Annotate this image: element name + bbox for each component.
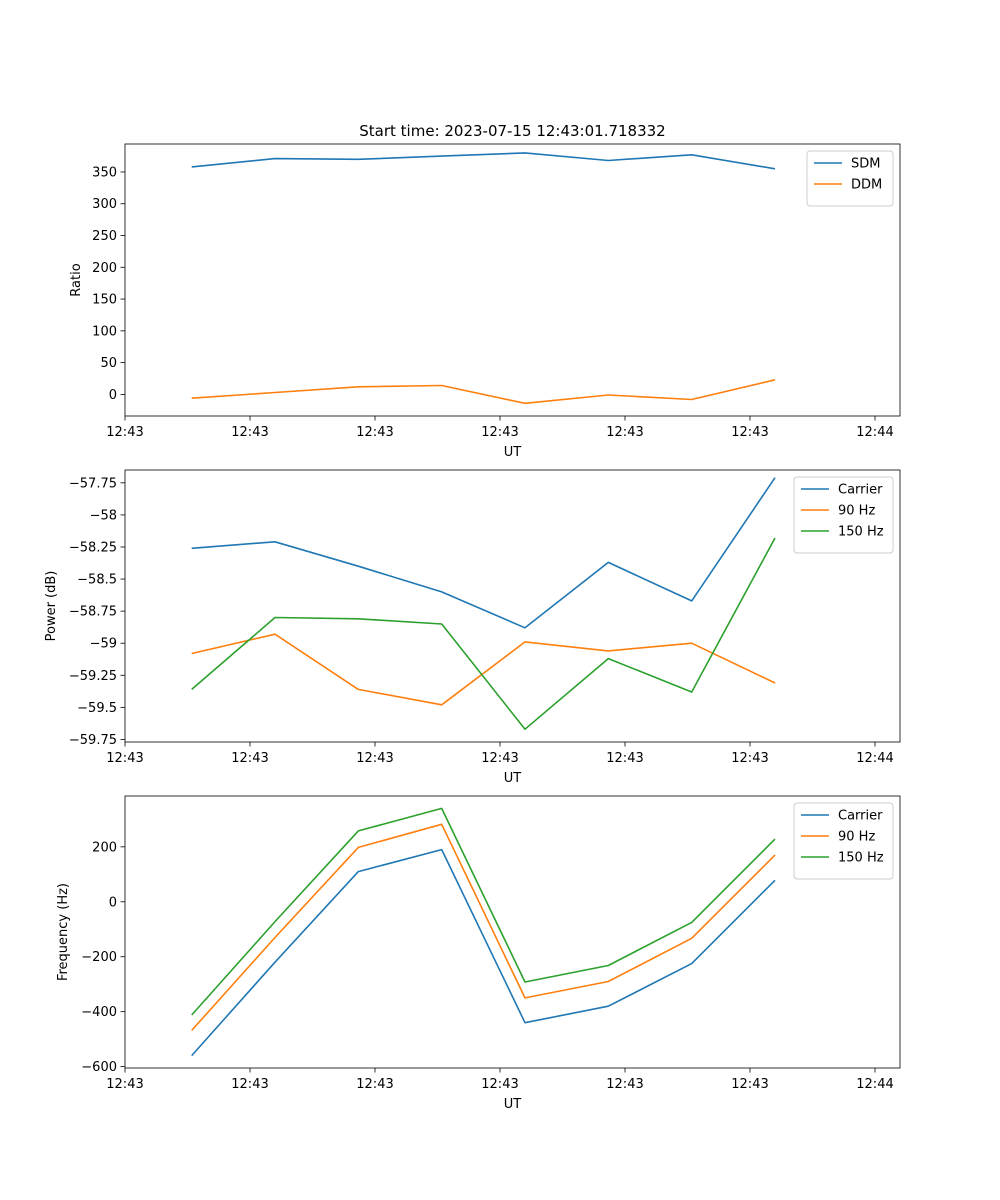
- axes-frame: [124, 143, 901, 417]
- y-tick-label: −200: [81, 950, 117, 965]
- x-axis-label: UT: [504, 771, 522, 786]
- y-tick-label: −59: [90, 637, 117, 652]
- x-tick-label: 12:43: [481, 425, 518, 440]
- series-line-90-hz: [191, 823, 776, 1031]
- x-tick-label: 12:43: [231, 1077, 268, 1092]
- y-axis-label: Ratio: [69, 263, 84, 296]
- x-tick-label: 12:43: [606, 425, 643, 440]
- chart-title: Start time: 2023-07-15 12:43:01.718332: [359, 122, 665, 140]
- y-tick-label: −600: [81, 1060, 117, 1075]
- y-tick-label: 150: [92, 293, 117, 308]
- x-tick-label: 12:44: [856, 1077, 893, 1092]
- x-tick-label: 12:43: [731, 1077, 768, 1092]
- legend-label: 90 Hz: [838, 830, 875, 845]
- series-line-ddm: [191, 379, 776, 405]
- axes-frame: [124, 795, 901, 1069]
- legend-label: Carrier: [838, 483, 883, 498]
- legend-box: [793, 476, 894, 554]
- y-tick-label: −59.25: [69, 669, 117, 684]
- y-tick-label: −400: [81, 1005, 117, 1020]
- y-tick-label: −59.75: [69, 733, 117, 748]
- x-tick-label: 12:43: [606, 1077, 643, 1092]
- x-tick-label: 12:43: [481, 1077, 518, 1092]
- series-line-carrier: [191, 477, 776, 629]
- y-tick-label: 50: [100, 356, 117, 371]
- y-tick-label: 0: [109, 388, 117, 403]
- axes-frame: [124, 469, 901, 743]
- legend: SDM DDM: [806, 150, 894, 207]
- y-axis-label: Frequency (Hz): [56, 883, 71, 981]
- series-line-sdm: [191, 152, 776, 170]
- legend-label: SDM: [851, 157, 880, 172]
- series-line-carrier: [191, 848, 776, 1057]
- y-tick-label: 100: [92, 324, 117, 339]
- panels: 12:43 12:43 12:43 12:43 12:43 12:43 12:44 0 50 10…: [44, 122, 901, 1112]
- series-line-150-hz: [191, 807, 776, 1016]
- y-tick-label: −58.5: [77, 573, 117, 588]
- legend-label: 150 Hz: [838, 525, 884, 540]
- chart-panel-3: 12:43 12:43 12:43 12:43 12:43 12:43 12:44 −600 −…: [56, 795, 901, 1112]
- y-tick-label: 200: [92, 261, 117, 276]
- y-tick-label: −57.75: [69, 476, 117, 491]
- x-tick-label: 12:43: [481, 751, 518, 766]
- y-axis-label: Power (dB): [44, 571, 59, 642]
- x-tick-label: 12:43: [731, 425, 768, 440]
- y-tick-label: −58.25: [69, 540, 117, 555]
- x-tick-label: 12:44: [856, 425, 893, 440]
- x-tick-label: 12:43: [106, 1077, 143, 1092]
- x-axis-label: UT: [504, 1097, 522, 1112]
- x-tick-label: 12:43: [731, 751, 768, 766]
- legend-label: 150 Hz: [838, 851, 884, 866]
- y-tick-label: 250: [92, 229, 117, 244]
- y-tick-label: −58: [90, 508, 117, 523]
- legend-box: [806, 150, 894, 207]
- x-tick-label: 12:43: [231, 425, 268, 440]
- y-tick-label: −58.75: [69, 605, 117, 620]
- legend: Carrier 90 Hz 150 Hz: [793, 476, 894, 554]
- x-tick-label: 12:43: [106, 425, 143, 440]
- legend: Carrier 90 Hz 150 Hz: [793, 802, 894, 880]
- x-tick-label: 12:43: [606, 751, 643, 766]
- chart-panel-1: 12:43 12:43 12:43 12:43 12:43 12:43 12:44 0 50 10…: [69, 122, 901, 460]
- legend-label: Carrier: [838, 809, 883, 824]
- x-tick-label: 12:43: [356, 751, 393, 766]
- x-tick-label: 12:43: [356, 1077, 393, 1092]
- x-axis-label: UT: [504, 445, 522, 460]
- legend-label: DDM: [851, 178, 882, 193]
- legend-label: 90 Hz: [838, 504, 875, 519]
- x-tick-label: 12:43: [106, 751, 143, 766]
- y-tick-label: 200: [92, 840, 117, 855]
- x-tick-label: 12:43: [356, 425, 393, 440]
- y-tick-label: 300: [92, 197, 117, 212]
- y-tick-label: 0: [109, 895, 117, 910]
- chart-panel-2: 12:43 12:43 12:43 12:43 12:43 12:43 12:44 −59.7…: [44, 469, 901, 786]
- series-line-90-hz: [191, 633, 776, 706]
- y-tick-label: 350: [92, 165, 117, 180]
- legend-box: [793, 802, 894, 880]
- series-line-150-hz: [191, 537, 776, 731]
- x-tick-label: 12:43: [231, 751, 268, 766]
- x-tick-label: 12:44: [856, 751, 893, 766]
- y-tick-label: −59.5: [77, 701, 117, 716]
